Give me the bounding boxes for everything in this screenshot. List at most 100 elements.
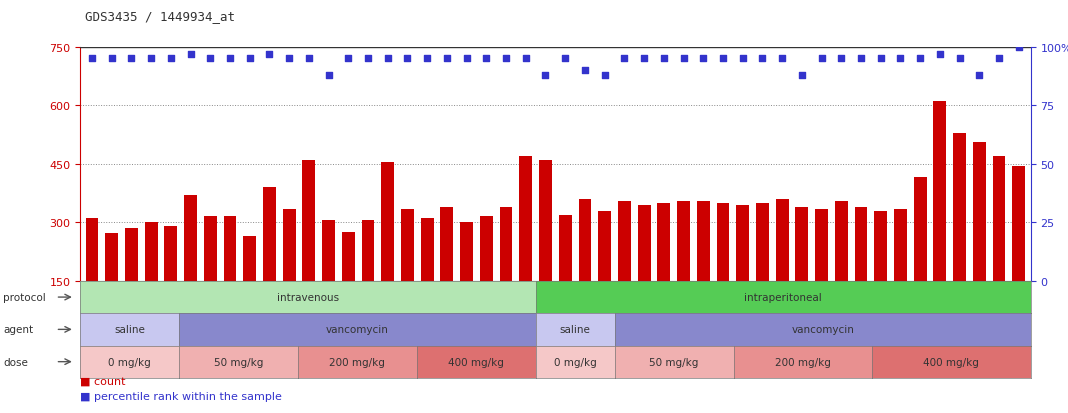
- Point: [537, 72, 554, 79]
- Bar: [796, 207, 808, 339]
- Bar: [598, 211, 611, 339]
- Bar: [894, 209, 907, 339]
- Bar: [736, 205, 749, 339]
- Bar: [85, 219, 98, 339]
- Text: protocol: protocol: [3, 292, 46, 302]
- Point: [261, 51, 278, 58]
- Bar: [283, 209, 296, 339]
- Bar: [204, 217, 217, 339]
- Point: [616, 56, 633, 62]
- Bar: [954, 133, 967, 339]
- Point: [458, 56, 475, 62]
- Bar: [460, 222, 473, 339]
- Bar: [263, 188, 276, 339]
- Point: [656, 56, 673, 62]
- Text: 50 mg/kg: 50 mg/kg: [214, 357, 263, 367]
- Bar: [618, 202, 631, 339]
- Bar: [638, 205, 650, 339]
- Bar: [519, 157, 532, 339]
- Point: [300, 56, 317, 62]
- Point: [123, 56, 140, 62]
- Point: [734, 56, 751, 62]
- Text: 50 mg/kg: 50 mg/kg: [649, 357, 698, 367]
- Point: [931, 51, 948, 58]
- Text: saline: saline: [560, 325, 591, 335]
- Point: [320, 72, 337, 79]
- Bar: [677, 202, 690, 339]
- Point: [202, 56, 219, 62]
- Point: [360, 56, 377, 62]
- Bar: [362, 221, 375, 339]
- Bar: [815, 209, 828, 339]
- Point: [477, 56, 494, 62]
- Point: [399, 56, 417, 62]
- Point: [675, 56, 692, 62]
- Point: [833, 56, 850, 62]
- Bar: [875, 211, 888, 339]
- Point: [577, 68, 594, 74]
- Point: [83, 56, 100, 62]
- Bar: [835, 202, 848, 339]
- Text: vancomycin: vancomycin: [791, 325, 854, 335]
- Bar: [106, 234, 119, 339]
- Bar: [854, 207, 867, 339]
- Point: [635, 56, 653, 62]
- Point: [438, 56, 455, 62]
- Bar: [164, 227, 177, 339]
- Point: [162, 56, 179, 62]
- Bar: [125, 229, 138, 339]
- Point: [379, 56, 396, 62]
- Bar: [302, 161, 315, 339]
- Bar: [696, 202, 709, 339]
- Point: [852, 56, 869, 62]
- Text: saline: saline: [114, 325, 145, 335]
- Bar: [992, 157, 1005, 339]
- Bar: [775, 199, 788, 339]
- Text: 200 mg/kg: 200 mg/kg: [775, 357, 831, 367]
- Bar: [480, 217, 492, 339]
- Text: ■ percentile rank within the sample: ■ percentile rank within the sample: [80, 392, 282, 401]
- Text: intraperitoneal: intraperitoneal: [744, 292, 822, 302]
- Bar: [579, 199, 592, 339]
- Text: 200 mg/kg: 200 mg/kg: [329, 357, 386, 367]
- Point: [773, 56, 790, 62]
- Point: [873, 56, 890, 62]
- Point: [694, 56, 711, 62]
- Point: [182, 51, 199, 58]
- Text: ■ count: ■ count: [80, 376, 126, 386]
- Text: vancomycin: vancomycin: [326, 325, 389, 335]
- Bar: [1012, 166, 1025, 339]
- Text: intravenous: intravenous: [277, 292, 339, 302]
- Text: 0 mg/kg: 0 mg/kg: [554, 357, 597, 367]
- Text: dose: dose: [3, 357, 28, 367]
- Bar: [914, 178, 927, 339]
- Point: [794, 72, 811, 79]
- Point: [281, 56, 298, 62]
- Point: [517, 56, 534, 62]
- Bar: [440, 207, 453, 339]
- Bar: [421, 219, 434, 339]
- Bar: [933, 102, 946, 339]
- Bar: [756, 203, 769, 339]
- Bar: [559, 215, 571, 339]
- Text: 0 mg/kg: 0 mg/kg: [108, 357, 151, 367]
- Point: [498, 56, 515, 62]
- Point: [241, 56, 258, 62]
- Point: [104, 56, 121, 62]
- Bar: [244, 237, 256, 339]
- Point: [912, 56, 929, 62]
- Bar: [717, 203, 729, 339]
- Point: [221, 56, 238, 62]
- Bar: [500, 207, 513, 339]
- Point: [419, 56, 436, 62]
- Point: [813, 56, 830, 62]
- Text: GDS3435 / 1449934_at: GDS3435 / 1449934_at: [85, 10, 235, 23]
- Point: [754, 56, 771, 62]
- Bar: [402, 209, 414, 339]
- Text: 400 mg/kg: 400 mg/kg: [449, 357, 504, 367]
- Point: [952, 56, 969, 62]
- Bar: [381, 162, 394, 339]
- Bar: [184, 195, 197, 339]
- Point: [1010, 44, 1027, 51]
- Point: [892, 56, 909, 62]
